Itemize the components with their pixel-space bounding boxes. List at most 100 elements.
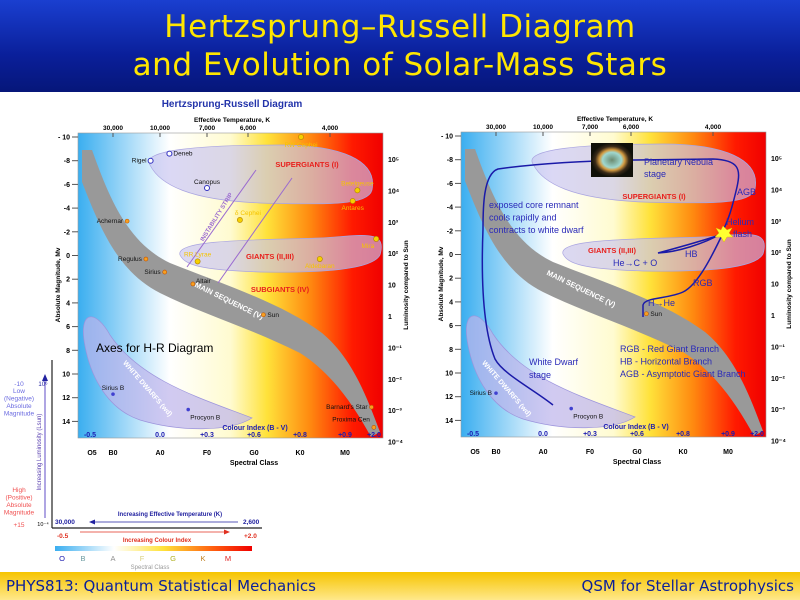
- star-marker: [371, 425, 377, 430]
- legend-bottom-text: Absolute: [6, 502, 32, 509]
- legend-ci-left: -0.5: [57, 533, 69, 540]
- temperature-tick: 6,000: [623, 124, 640, 131]
- supergiants-label: SUPERGIANTS (I): [622, 192, 686, 201]
- legend-temp-label: Increasing Effective Temperature (K): [118, 512, 222, 518]
- star-marker: [494, 391, 498, 395]
- star-label: Regulus: [118, 256, 143, 263]
- spectral-class-letter: O: [59, 554, 65, 563]
- star-label: δ Cephei: [235, 210, 261, 217]
- luminosity-tick: 10: [388, 283, 396, 290]
- temperature-tick: 4,000: [705, 124, 722, 131]
- luminosity-tick: 10⁻²: [771, 376, 785, 383]
- top-axis-label: Effective Temperature, K: [194, 117, 270, 124]
- legend-bottom-text: Magnitude: [4, 510, 35, 517]
- star-label: Sirius: [144, 269, 161, 276]
- plot-border: [460, 131, 767, 438]
- star-marker: [261, 312, 266, 318]
- temperature-tick: 10,000: [150, 125, 170, 132]
- luminosity-tick: 10: [771, 282, 779, 289]
- temperature-tick: 10,000: [533, 124, 553, 131]
- magnitude-tick: -6: [64, 182, 70, 189]
- star-label: Mira: [362, 243, 375, 250]
- colour-index-tick: +0.8: [676, 431, 690, 438]
- footer-topic: QSM for Stellar Astrophysics: [581, 577, 794, 595]
- spectral-tick: F0: [203, 450, 211, 457]
- star-marker: [369, 404, 374, 410]
- luminosity-tick: 10⁻¹: [388, 345, 402, 352]
- magnitude-tick: 10: [62, 372, 70, 379]
- white-dwarf-stage-label: stage: [529, 370, 551, 380]
- luminosity-tick: 10⁻²: [388, 377, 402, 384]
- colour-index-tick: +0.3: [583, 431, 597, 438]
- legend-top-text: (Negative): [4, 396, 34, 403]
- magnitude-tick: 12: [62, 395, 70, 402]
- magnitude-tick: 12: [445, 394, 453, 401]
- colour-index-label: Colour Index (B - V): [603, 424, 668, 431]
- planetary-nebula-image: [591, 143, 633, 177]
- star-label: Achernar: [97, 218, 124, 225]
- hr-diagram-evolution: Effective Temperature, K 30,000 10,000 7,00…: [438, 116, 793, 466]
- star-marker: [143, 256, 149, 262]
- legend-bottom-text: High: [12, 487, 26, 494]
- planetary-nebula-label: stage: [644, 169, 666, 179]
- spectral-class-letter: B: [80, 554, 85, 563]
- star-marker: [204, 184, 210, 191]
- planetary-nebula-label: Planetary Nebula: [644, 157, 713, 167]
- colour-index-tick: +2.0: [367, 432, 381, 439]
- luminosity-tick: 10²: [771, 250, 782, 257]
- colour-index-label: Colour Index (B - V): [222, 425, 287, 432]
- magnitude-tick: - 10: [441, 134, 453, 141]
- instability-strip-edge: [217, 177, 293, 284]
- spectral-class-letter: K: [200, 554, 205, 563]
- luminosity-tick: 10⁻⁴: [771, 439, 786, 446]
- star-marker: [349, 198, 356, 204]
- helium-flash-label: Helium: [726, 217, 754, 227]
- colour-index-tick: +0.9: [721, 431, 735, 438]
- magnitude-tick: 10: [445, 371, 453, 378]
- star-label: Sun: [267, 312, 279, 319]
- colour-index-tick: +0.3: [200, 432, 214, 439]
- star-label: Sirius B: [470, 390, 492, 397]
- legend-top-lum: 10⁶: [38, 381, 48, 388]
- magnitude-tick: -6: [447, 181, 453, 188]
- legend-bottom-lum: 10⁻⁴: [37, 521, 49, 528]
- spectral-tick: B0: [492, 449, 501, 456]
- axes-legend: Axes for H-R Diagram-10Low(Negative)Abso…: [4, 341, 262, 571]
- legend-top-text: Absolute: [6, 403, 32, 410]
- spectral-tick: F0: [586, 449, 594, 456]
- luminosity-tick: 10⁻³: [388, 408, 402, 415]
- luminosity-tick: 10⁻¹: [771, 344, 785, 351]
- exposed-core-label: contracts to white dwarf: [489, 225, 584, 235]
- star-marker: [236, 217, 243, 223]
- y-axis-label: Absolute Magnitude, Mv: [55, 247, 62, 322]
- colour-index-tick: +0.6: [630, 431, 644, 438]
- luminosity-tick: 10⁴: [771, 187, 783, 194]
- magnitude-tick: 2: [66, 277, 70, 284]
- star-marker: [166, 150, 173, 157]
- magnitude-tick: -4: [447, 205, 453, 212]
- plot-border: [77, 132, 384, 439]
- luminosity-tick: 10²: [388, 251, 399, 258]
- subgiants-label: SUBGIANTS (IV): [251, 285, 310, 294]
- magnitude-tick: -2: [64, 229, 70, 236]
- rgb-label: RGB: [693, 278, 713, 288]
- colour-index-tick: 0.0: [538, 431, 548, 438]
- star-marker: [298, 134, 304, 140]
- exposed-core-label: cools rapidly and: [489, 213, 557, 223]
- colour-index-tick: +2.0: [750, 431, 764, 438]
- colour-index-tick: +0.8: [293, 432, 307, 439]
- magnitude-tick: 8: [66, 348, 70, 355]
- temperature-tick: 4,000: [322, 125, 339, 132]
- main-sequence-band: [465, 149, 763, 436]
- temperature-tick: 6,000: [240, 125, 257, 132]
- spectral-tick: A0: [156, 450, 165, 457]
- star-label: Altair: [196, 278, 212, 285]
- star-label: Procyon B: [573, 414, 603, 421]
- star-label: Proxima Cen: [332, 416, 370, 423]
- legend-temp-right: 2,600: [243, 519, 260, 526]
- y-axis-label: Absolute Magnitude, Mv: [438, 246, 445, 321]
- branch-legend-item: HB - Horizontal Branch: [620, 357, 712, 367]
- axes-legend-title: Axes for H-R Diagram: [96, 341, 213, 355]
- main-sequence-band: [82, 150, 380, 437]
- top-axis-label: Effective Temperature, K: [577, 116, 653, 123]
